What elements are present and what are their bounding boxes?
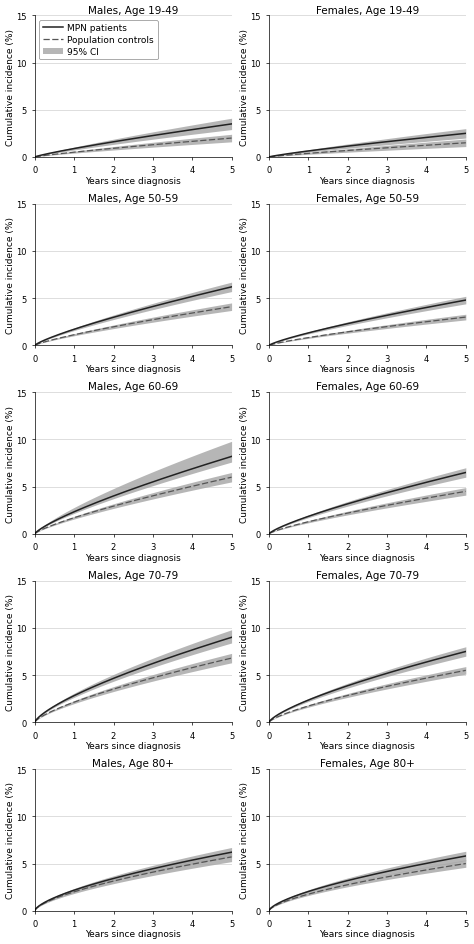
Y-axis label: Cumulative incidence (%): Cumulative incidence (%) [6, 217, 15, 334]
Title: Females, Age 80+: Females, Age 80+ [320, 759, 415, 768]
Title: Females, Age 70-79: Females, Age 70-79 [316, 570, 419, 581]
Y-axis label: Cumulative incidence (%): Cumulative incidence (%) [6, 405, 15, 522]
X-axis label: Years since diagnosis: Years since diagnosis [319, 177, 415, 185]
X-axis label: Years since diagnosis: Years since diagnosis [85, 177, 181, 185]
Y-axis label: Cumulative incidence (%): Cumulative incidence (%) [6, 594, 15, 710]
X-axis label: Years since diagnosis: Years since diagnosis [319, 930, 415, 938]
Title: Males, Age 50-59: Males, Age 50-59 [88, 194, 178, 204]
Title: Females, Age 60-69: Females, Age 60-69 [316, 382, 419, 392]
X-axis label: Years since diagnosis: Years since diagnosis [319, 553, 415, 562]
Title: Males, Age 19-49: Males, Age 19-49 [88, 6, 178, 15]
Legend: MPN patients, Population controls, 95% CI: MPN patients, Population controls, 95% C… [39, 21, 157, 60]
X-axis label: Years since diagnosis: Years since diagnosis [85, 741, 181, 750]
Title: Males, Age 60-69: Males, Age 60-69 [88, 382, 178, 392]
X-axis label: Years since diagnosis: Years since diagnosis [319, 364, 415, 374]
X-axis label: Years since diagnosis: Years since diagnosis [85, 553, 181, 562]
Y-axis label: Cumulative incidence (%): Cumulative incidence (%) [6, 28, 15, 145]
Title: Females, Age 50-59: Females, Age 50-59 [316, 194, 419, 204]
Y-axis label: Cumulative incidence (%): Cumulative incidence (%) [240, 594, 249, 710]
Y-axis label: Cumulative incidence (%): Cumulative incidence (%) [240, 405, 249, 522]
X-axis label: Years since diagnosis: Years since diagnosis [85, 364, 181, 374]
X-axis label: Years since diagnosis: Years since diagnosis [319, 741, 415, 750]
Title: Males, Age 70-79: Males, Age 70-79 [88, 570, 178, 581]
Y-axis label: Cumulative incidence (%): Cumulative incidence (%) [240, 782, 249, 899]
Title: Males, Age 80+: Males, Age 80+ [92, 759, 174, 768]
X-axis label: Years since diagnosis: Years since diagnosis [85, 930, 181, 938]
Title: Females, Age 19-49: Females, Age 19-49 [316, 6, 419, 15]
Y-axis label: Cumulative incidence (%): Cumulative incidence (%) [240, 28, 249, 145]
Y-axis label: Cumulative incidence (%): Cumulative incidence (%) [240, 217, 249, 334]
Y-axis label: Cumulative incidence (%): Cumulative incidence (%) [6, 782, 15, 899]
